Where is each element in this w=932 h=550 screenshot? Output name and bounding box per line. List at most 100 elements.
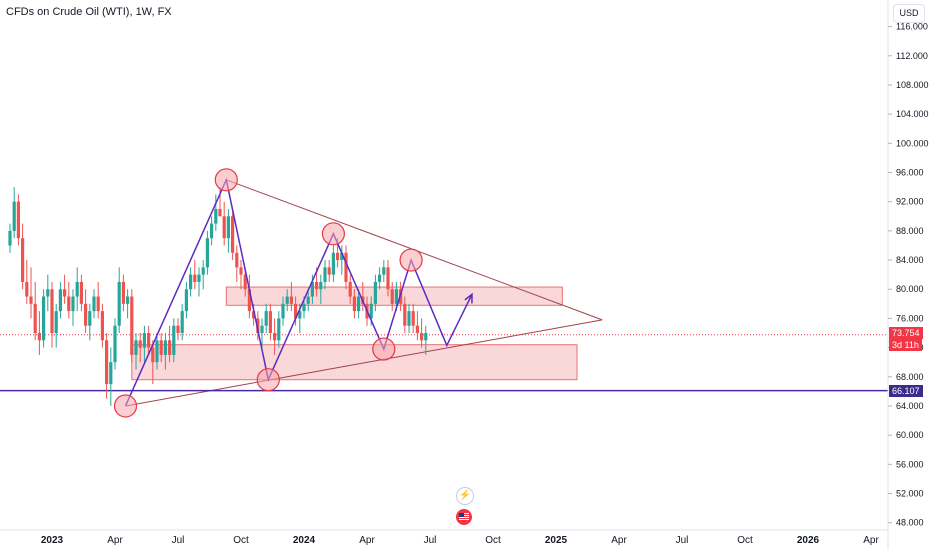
candle-body — [168, 340, 172, 355]
pivot-circle — [256, 368, 280, 392]
candle-body — [268, 311, 272, 334]
time-tick-label: Apr — [359, 535, 375, 546]
candles — [8, 187, 428, 406]
time-tick-label: Apr — [107, 535, 123, 546]
candle-body — [63, 289, 67, 297]
candle-body — [100, 311, 104, 341]
pivot-circle — [372, 337, 396, 361]
lightning-icon[interactable]: ⚡ — [456, 487, 474, 505]
price-tick-label: 52.000 — [896, 489, 924, 499]
time-axis[interactable]: 2023 Apr Jul Oct 2024 Apr Jul Oct 2025 Apr Jul Oct 2… — [0, 529, 888, 546]
time-tick-label: Apr — [863, 535, 879, 546]
candle-body — [285, 296, 289, 304]
candle-body — [172, 325, 176, 355]
candle-body — [273, 333, 277, 341]
candle-body — [420, 333, 424, 341]
candle-body — [319, 281, 323, 290]
candle-body — [411, 311, 415, 326]
candle-body — [79, 281, 83, 304]
candle-body — [218, 208, 222, 217]
candle-body — [71, 296, 75, 312]
candle-body — [247, 289, 251, 312]
candle-body — [16, 201, 20, 239]
candle-body — [348, 281, 352, 297]
candle-body — [42, 296, 46, 341]
candle-body — [235, 252, 239, 268]
candle-body — [214, 208, 218, 224]
candle-body — [298, 311, 302, 319]
candle-body — [386, 267, 390, 290]
price-tick-label: 88.000 — [896, 226, 924, 236]
candle-body — [92, 296, 96, 312]
candle-body — [306, 296, 310, 304]
candle-body — [88, 311, 92, 326]
candle-body — [222, 216, 226, 239]
candle-body — [289, 296, 293, 304]
candle-body — [67, 296, 71, 312]
candle-body — [239, 267, 243, 275]
time-tick-label: Oct — [485, 535, 501, 546]
candle-body — [126, 296, 130, 304]
time-tick-label: Apr — [611, 535, 627, 546]
candle-body — [382, 267, 386, 275]
candle-body — [340, 252, 344, 261]
candle-body — [50, 289, 54, 334]
candle-body — [105, 340, 109, 385]
candle-body — [29, 296, 33, 304]
candle-body — [117, 281, 121, 326]
candle-body — [357, 296, 361, 312]
candle-body — [25, 281, 29, 297]
candle-body — [281, 303, 285, 319]
candle-body — [193, 274, 197, 282]
candle-body — [378, 274, 382, 282]
currency-button[interactable]: USD — [893, 4, 925, 23]
candle-body — [226, 216, 230, 239]
candle-body — [323, 267, 327, 282]
candle-body — [294, 303, 298, 319]
candle-body — [243, 274, 247, 290]
wave-path — [113, 168, 473, 418]
time-tick-label: 2024 — [293, 535, 316, 546]
time-tick-label: Jul — [424, 535, 437, 546]
zones — [131, 286, 578, 381]
price-tick-label: 60.000 — [896, 430, 924, 440]
candle-body — [84, 303, 88, 326]
pivot-circle — [321, 222, 345, 246]
countdown-badge: 3d 11h — [889, 338, 922, 351]
candle-body — [58, 289, 62, 312]
resistance-zone — [225, 286, 563, 306]
candle-body — [134, 340, 138, 355]
time-tick-label: Oct — [737, 535, 753, 546]
support-zone — [131, 344, 578, 381]
candle-body — [113, 325, 117, 363]
chart-title: CFDs on Crude Oil (WTI), 1W, FX — [6, 6, 172, 18]
candle-body — [33, 303, 37, 334]
pivot-circle — [113, 394, 138, 418]
candle-body — [415, 325, 419, 334]
candle-body — [8, 230, 12, 246]
candle-body — [109, 362, 113, 385]
price-tick-label: 92.000 — [896, 197, 924, 207]
candle-body — [344, 252, 348, 282]
candle-body — [46, 289, 50, 297]
price-axis[interactable]: 116.000 112.000 108.000 104.000 100.000 96.00… — [888, 22, 929, 528]
price-tick-label: 56.000 — [896, 459, 924, 469]
candle-body — [201, 267, 205, 275]
flag-icon[interactable] — [456, 509, 472, 525]
price-tick-label: 64.000 — [896, 401, 924, 411]
price-tick-label: 104.000 — [896, 109, 929, 119]
candle-body — [231, 216, 235, 253]
candle-body — [159, 340, 163, 355]
candle-body — [260, 325, 264, 334]
candle-body — [130, 296, 134, 355]
candle-body — [176, 325, 180, 334]
candle-body — [277, 318, 281, 341]
candle-body — [315, 281, 319, 290]
price-tick-label: 108.000 — [896, 80, 929, 90]
pivot-circle — [399, 248, 423, 272]
candle-body — [352, 296, 356, 312]
candle-body — [394, 289, 398, 304]
last-price-badge: 73.754 — [889, 326, 923, 339]
projection-path — [124, 177, 473, 407]
